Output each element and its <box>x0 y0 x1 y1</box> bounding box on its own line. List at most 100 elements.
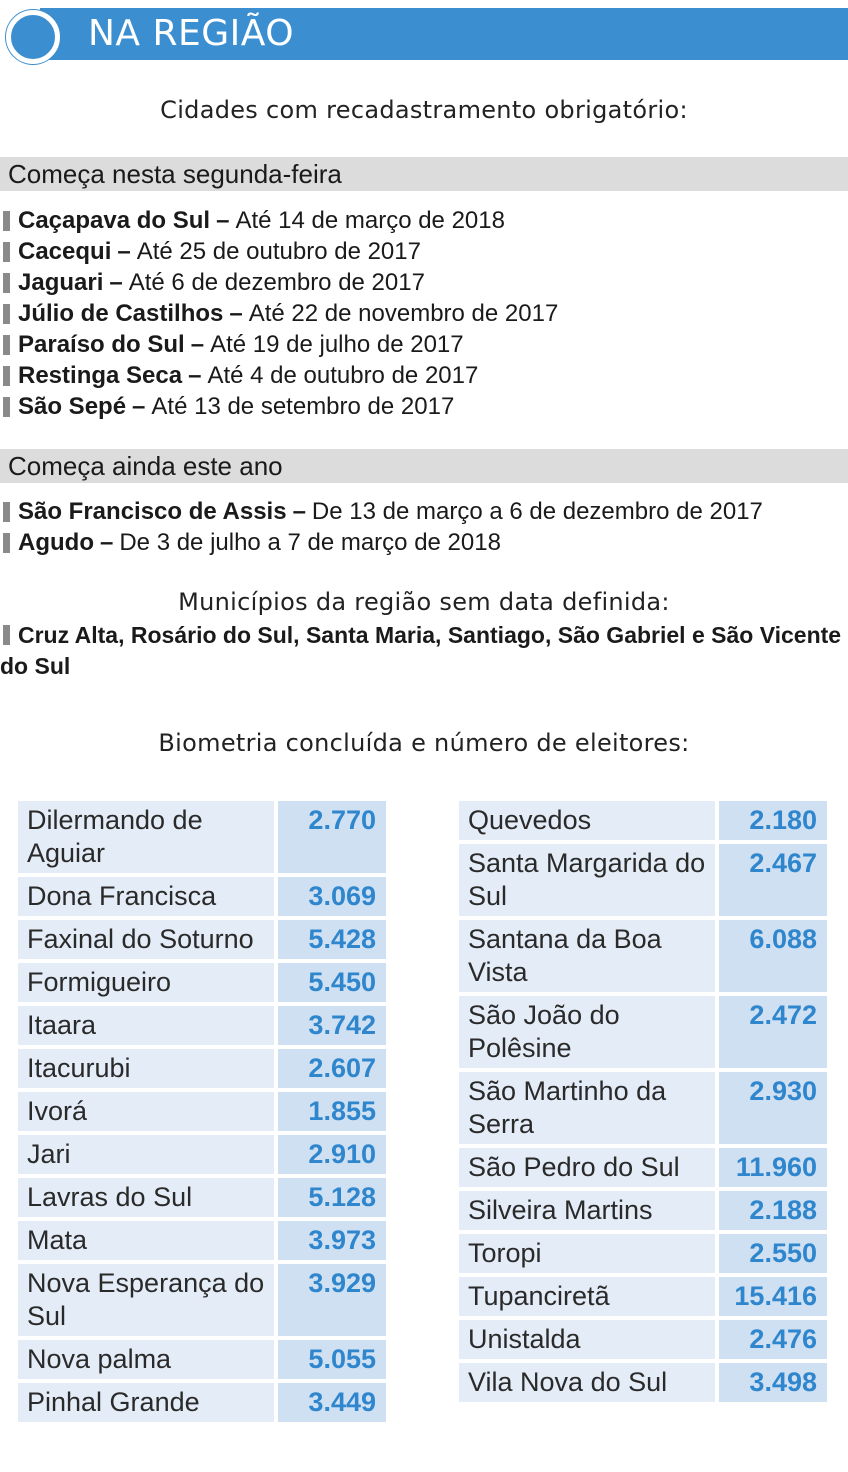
table-row: São Pedro do Sul 11.960 <box>459 1148 827 1187</box>
voter-count: 2.188 <box>719 1191 827 1230</box>
table-row: Itaara 3.742 <box>18 1006 386 1045</box>
table-row: Nova Esperança do Sul 3.929 <box>18 1264 386 1336</box>
bullet-marker <box>3 625 10 645</box>
table-row: Santana da Boa Vista 6.088 <box>459 920 827 992</box>
dash: – <box>229 300 243 327</box>
dash: – <box>132 393 146 420</box>
deadline-date: Até 14 de março de 2018 <box>235 207 505 234</box>
city-name: Jaguari <box>18 269 104 296</box>
voter-count: 2.550 <box>719 1234 827 1273</box>
dash: – <box>216 207 230 234</box>
bullet-marker <box>3 532 10 553</box>
table-row: Jari 2.910 <box>18 1135 386 1174</box>
municipality-name: Quevedos <box>459 801 719 840</box>
table-row: Lavras do Sul 5.128 <box>18 1178 386 1217</box>
dash: – <box>117 238 131 265</box>
voter-count: 2.180 <box>719 801 827 840</box>
bullet-marker <box>3 303 10 324</box>
voter-count: 5.450 <box>278 963 386 1002</box>
dash: – <box>190 331 205 358</box>
municipality-name: São Pedro do Sul <box>459 1148 719 1187</box>
table-row: Dona Francisca 3.069 <box>18 877 386 916</box>
municipality-name: Jari <box>18 1135 278 1174</box>
caption-mandatory: Cidades com recadastramento obrigatório: <box>160 96 688 124</box>
city-list-monday: Caçapava do Sul – Até 14 de março de 2018 C… <box>0 205 848 422</box>
municipality-name: Tupanciretã <box>459 1277 719 1316</box>
section-heading-this-year: Começa ainda este ano <box>0 449 848 483</box>
municipality-name: São Martinho da Serra <box>459 1072 719 1144</box>
list-item: Caçapava do Sul – Até 14 de março de 2018 <box>0 205 848 236</box>
table-row: Pinhal Grande 3.449 <box>18 1383 386 1422</box>
table-row: Dilermando de Aguiar 2.770 <box>18 801 386 873</box>
voters-table-right: Quevedos 2.180 Santa Margarida do Sul 2.467… <box>459 797 827 1406</box>
table-row: Faxinal do Soturno 5.428 <box>18 920 386 959</box>
city-name: Agudo <box>18 529 94 556</box>
bullet-marker <box>3 501 10 522</box>
municipality-name: São João do Polêsine <box>459 996 719 1068</box>
list-item: São Sepé – Até 13 de setembro de 2017 <box>0 391 848 422</box>
table-row: Quevedos 2.180 <box>459 801 827 840</box>
banner-circle-icon <box>6 10 60 64</box>
table-row: Tupanciretã 15.416 <box>459 1277 827 1316</box>
voter-count: 2.476 <box>719 1320 827 1359</box>
voter-count: 5.428 <box>278 920 386 959</box>
municipality-name: Itacurubi <box>18 1049 278 1088</box>
deadline-date: Até 25 de outubro de 2017 <box>136 238 421 265</box>
deadline-date: Até 19 de julho de 2017 <box>210 331 464 358</box>
voter-count: 2.770 <box>278 801 386 873</box>
dash: – <box>99 529 114 556</box>
dash: – <box>292 498 306 525</box>
dash: – <box>109 269 123 296</box>
municipality-name: Lavras do Sul <box>18 1178 278 1217</box>
city-list-this-year: São Francisco de Assis – De 13 de março a … <box>0 496 848 558</box>
municipality-name: Silveira Martins <box>459 1191 719 1230</box>
deadline-date: Até 6 de dezembro de 2017 <box>128 269 425 296</box>
list-item: Paraíso do Sul – Até 19 de julho de 2017 <box>0 329 848 360</box>
voter-count: 1.855 <box>278 1092 386 1131</box>
voters-table-left: Dilermando de Aguiar 2.770 Dona Francisca 3… <box>18 797 386 1426</box>
list-item: Jaguari – Até 6 de dezembro de 2017 <box>0 267 848 298</box>
table-row: Unistalda 2.476 <box>459 1320 827 1359</box>
city-name: Cacequi <box>18 238 112 265</box>
bullet-marker <box>3 334 10 355</box>
municipality-name: Toropi <box>459 1234 719 1273</box>
voter-count: 3.069 <box>278 877 386 916</box>
table-row: Itacurubi 2.607 <box>18 1049 386 1088</box>
caption-biometry: Biometria concluída e número de eleitore… <box>158 729 690 757</box>
voter-count: 3.742 <box>278 1006 386 1045</box>
municipality-name: Ivorá <box>18 1092 278 1131</box>
city-name: Restinga Seca <box>18 362 183 389</box>
city-name: Júlio de Castilhos <box>18 300 224 327</box>
voter-count: 3.973 <box>278 1221 386 1260</box>
municipality-name: Santana da Boa Vista <box>459 920 719 992</box>
table-row: Ivorá 1.855 <box>18 1092 386 1131</box>
city-name: Paraíso do Sul <box>18 331 185 358</box>
bullet-marker <box>3 365 10 386</box>
deadline-date: Até 22 de novembro de 2017 <box>248 300 559 327</box>
bullet-marker <box>3 396 10 417</box>
voter-count: 3.449 <box>278 1383 386 1422</box>
table-row: Mata 3.973 <box>18 1221 386 1260</box>
voter-count: 5.055 <box>278 1340 386 1379</box>
header-banner: NA REGIÃO <box>0 8 848 64</box>
municipality-name: Nova palma <box>18 1340 278 1379</box>
table-row: São João do Polêsine 2.472 <box>459 996 827 1068</box>
municipality-name: Faxinal do Soturno <box>18 920 278 959</box>
deadline-date: Até 13 de setembro de 2017 <box>151 393 455 420</box>
deadline-date: De 13 de março a 6 de dezembro de 2017 <box>311 498 763 525</box>
municipality-name: Formigueiro <box>18 963 278 1002</box>
caption-undefined: Municípios da região sem data definida: <box>178 588 670 616</box>
voter-count: 11.960 <box>719 1148 827 1187</box>
voter-count: 2.472 <box>719 996 827 1068</box>
municipality-name: Dona Francisca <box>18 877 278 916</box>
dash: – <box>188 362 202 389</box>
section-heading-monday: Começa nesta segunda-feira <box>0 157 848 191</box>
list-item: Agudo – De 3 de julho a 7 de março de 2018 <box>0 527 848 558</box>
undefined-cities-text: Cruz Alta, Rosário do Sul, Santa Maria, … <box>0 622 842 679</box>
list-item: São Francisco de Assis – De 13 de março a … <box>0 496 848 527</box>
municipality-name: Santa Margarida do Sul <box>459 844 719 916</box>
municipality-name: Vila Nova do Sul <box>459 1363 719 1402</box>
table-row: Toropi 2.550 <box>459 1234 827 1273</box>
voter-count: 15.416 <box>719 1277 827 1316</box>
list-item: Cacequi – Até 25 de outubro de 2017 <box>0 236 848 267</box>
